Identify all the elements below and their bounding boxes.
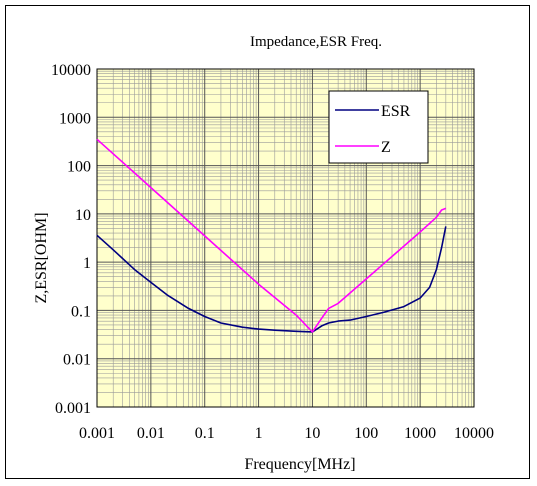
y-tick-label: 0.1 bbox=[71, 303, 91, 320]
series-line-z bbox=[96, 138, 447, 333]
legend-box bbox=[328, 90, 429, 164]
x-axis-label: Frequency[MHz] bbox=[244, 456, 355, 473]
y-tick-label: 100 bbox=[67, 159, 91, 176]
x-tick-label: 10000 bbox=[454, 425, 494, 442]
y-tick-label: 0.01 bbox=[63, 352, 91, 369]
chart-title: Impedance,ESR Freq. bbox=[250, 34, 382, 50]
x-tick-label: 1 bbox=[255, 425, 263, 442]
y-tick-label: 10000 bbox=[51, 62, 91, 79]
y-tick-label: 10 bbox=[75, 207, 91, 224]
y-tick-label: 1 bbox=[83, 255, 91, 272]
y-axis-label: Z,ESR[OHM] bbox=[33, 212, 50, 303]
legend: ESR Z bbox=[328, 90, 429, 164]
x-tick-label: 0.001 bbox=[79, 425, 115, 442]
x-tick-label: 100 bbox=[354, 425, 378, 442]
y-tick-label: 1000 bbox=[59, 110, 91, 127]
legend-label-z: Z bbox=[381, 139, 391, 156]
legend-label-esr: ESR bbox=[381, 103, 411, 120]
x-tick-label: 10 bbox=[304, 425, 320, 442]
x-tick-label: 0.1 bbox=[195, 425, 215, 442]
x-tick-label: 1000 bbox=[404, 425, 436, 442]
x-tick-label: 0.01 bbox=[137, 425, 165, 442]
plot-border bbox=[96, 68, 475, 408]
y-tick-label: 0.001 bbox=[55, 400, 91, 417]
